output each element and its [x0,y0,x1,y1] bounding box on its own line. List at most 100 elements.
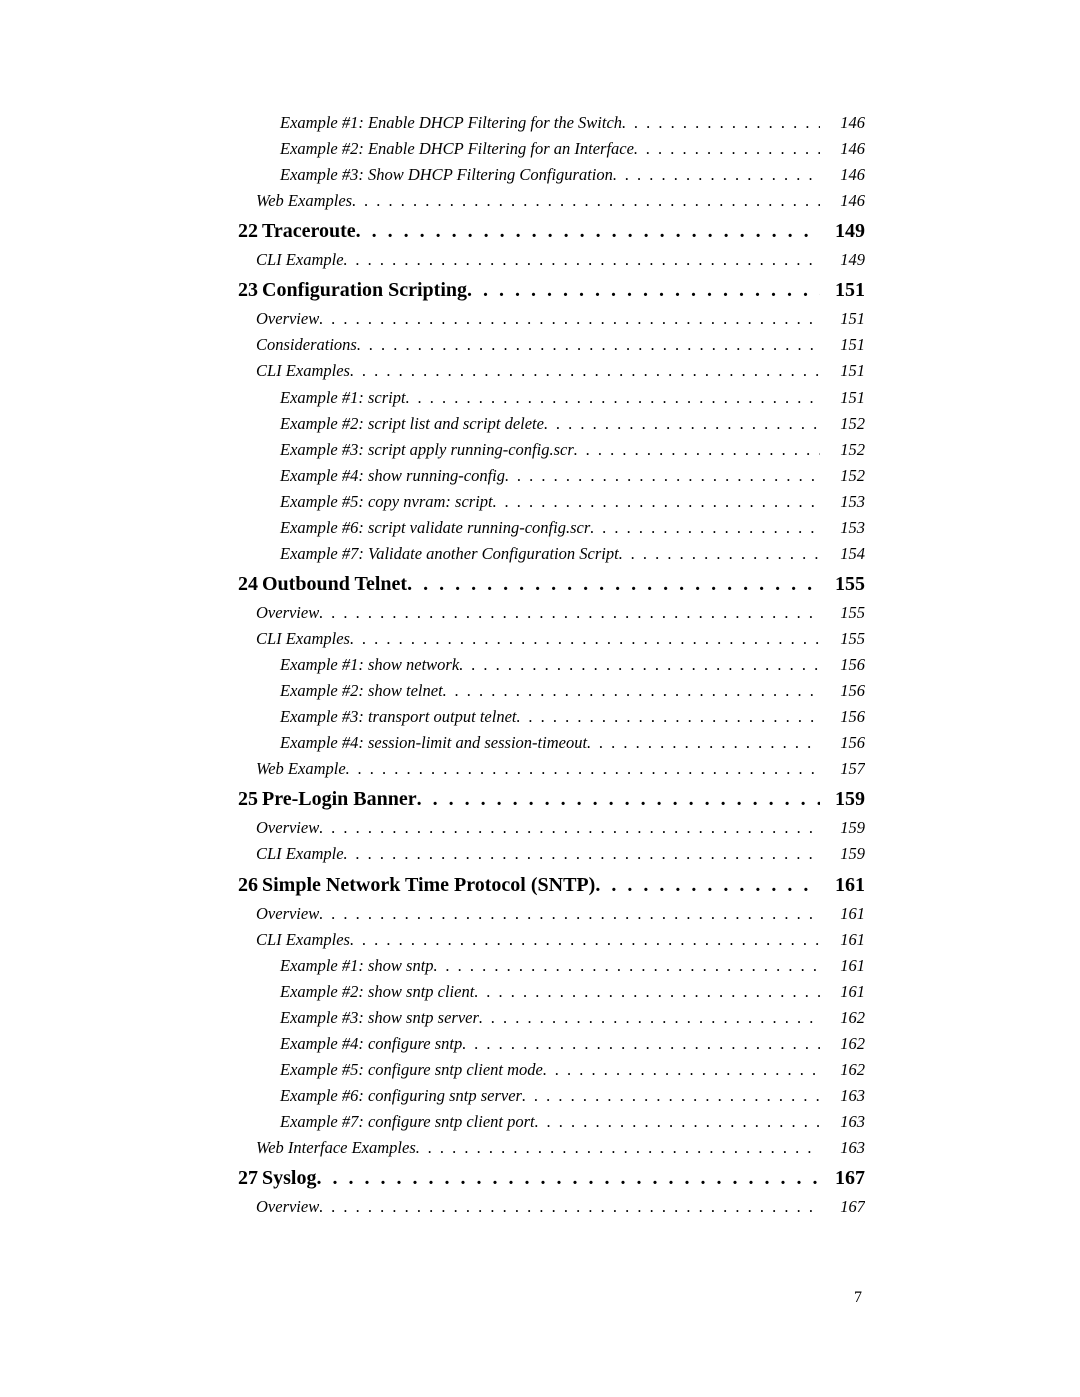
toc-entry-title: Example #3: show sntp server [280,1005,479,1031]
toc-leader-dots: . . . . . . . . . . . . . . . . . . . . … [417,788,820,811]
toc-entry[interactable]: Example #6: configuring sntp server . . … [238,1083,865,1109]
toc-entry-title: Example #2: show sntp client [280,979,474,1005]
toc-leader-dots: . . . . . . . . . . . . . . . . . . . . … [595,874,820,897]
toc-entry[interactable]: Example #3: script apply running-config.… [238,437,865,463]
toc-entry[interactable]: Overview . . . . . . . . . . . . . . . .… [238,815,865,841]
toc-entry[interactable]: Example #2: Enable DHCP Filtering for an… [238,136,865,162]
toc-entry[interactable]: Example #4: configure sntp . . . . . . .… [238,1031,865,1057]
toc-entry[interactable]: CLI Examples . . . . . . . . . . . . . .… [238,927,865,953]
toc-leader-dots: . . . . . . . . . . . . . . . . . . . . … [352,188,820,214]
toc-leader-dots: . . . . . . . . . . . . . . . . . . . . … [467,279,820,302]
toc-entry[interactable]: 24Outbound Telnet . . . . . . . . . . . … [238,573,865,596]
toc-entry[interactable]: 27Syslog . . . . . . . . . . . . . . . .… [238,1167,865,1190]
toc-entry[interactable]: 25Pre-Login Banner . . . . . . . . . . .… [238,788,865,811]
toc-entry[interactable]: Considerations . . . . . . . . . . . . .… [238,332,865,358]
toc-entry-title: Example #7: Validate another Configurati… [280,541,619,567]
toc-leader-dots: . . . . . . . . . . . . . . . . . . . . … [350,626,820,652]
toc-entry[interactable]: Overview . . . . . . . . . . . . . . . .… [238,901,865,927]
toc-leader-dots: . . . . . . . . . . . . . . . . . . . . … [344,841,820,867]
toc-entry-page: 149 [820,220,865,243]
toc-entry-page: 159 [820,815,865,841]
toc-leader-dots: . . . . . . . . . . . . . . . . . . . . … [319,600,820,626]
toc-entry-title: Example #1: Enable DHCP Filtering for th… [280,110,622,136]
toc-entry[interactable]: CLI Example . . . . . . . . . . . . . . … [238,841,865,867]
toc-entry[interactable]: Example #7: Validate another Configurati… [238,541,865,567]
toc-entry[interactable]: Example #6: script validate running-conf… [238,515,865,541]
toc-entry[interactable]: Example #7: configure sntp client port .… [238,1109,865,1135]
toc-entry[interactable]: Example #2: show sntp client . . . . . .… [238,979,865,1005]
toc-entry-title: Web Interface Examples [256,1135,416,1161]
toc-entry[interactable]: Overview . . . . . . . . . . . . . . . .… [238,600,865,626]
toc-entry[interactable]: Example #5: configure sntp client mode .… [238,1057,865,1083]
page-number: 7 [854,1289,862,1307]
toc-entry-title: Overview [256,815,319,841]
toc-leader-dots: . . . . . . . . . . . . . . . . . . . . … [319,815,820,841]
toc-entry[interactable]: CLI Examples . . . . . . . . . . . . . .… [238,358,865,384]
toc-entry[interactable]: Web Examples . . . . . . . . . . . . . .… [238,188,865,214]
toc-entry[interactable]: 23Configuration Scripting . . . . . . . … [238,279,865,302]
toc-entry[interactable]: 22Traceroute . . . . . . . . . . . . . .… [238,220,865,243]
toc-entry-title: CLI Examples [256,358,350,384]
toc-entry-title: CLI Examples [256,626,350,652]
toc-entry-page: 146 [820,136,865,162]
toc-entry[interactable]: Example #3: show sntp server . . . . . .… [238,1005,865,1031]
toc-entry-page: 155 [820,600,865,626]
toc-entry[interactable]: Example #1: show network . . . . . . . .… [238,652,865,678]
toc-entry-page: 152 [820,411,865,437]
toc-entry[interactable]: Web Interface Examples . . . . . . . . .… [238,1135,865,1161]
toc-entry-page: 159 [820,841,865,867]
toc-leader-dots: . . . . . . . . . . . . . . . . . . . . … [316,1167,820,1190]
toc-leader-dots: . . . . . . . . . . . . . . . . . . . . … [344,247,820,273]
toc-entry-title: CLI Example [256,247,344,273]
toc-entry-title: Example #1: show sntp [280,953,434,979]
toc-entry[interactable]: Web Example . . . . . . . . . . . . . . … [238,756,865,782]
toc-entry-title: Example #5: copy nvram: script [280,489,493,515]
toc-leader-dots: . . . . . . . . . . . . . . . . . . . . … [443,678,820,704]
toc-entry-title: Example #7: configure sntp client port [280,1109,535,1135]
toc-entry[interactable]: Example #1: show sntp . . . . . . . . . … [238,953,865,979]
toc-leader-dots: . . . . . . . . . . . . . . . . . . . . … [462,1031,820,1057]
toc-leader-dots: . . . . . . . . . . . . . . . . . . . . … [587,730,820,756]
toc-entry-title: Example #1: show network [280,652,459,678]
toc-entry-page: 151 [820,358,865,384]
toc-entry[interactable]: Example #5: copy nvram: script . . . . .… [238,489,865,515]
toc-entry-page: 163 [820,1109,865,1135]
toc-entry-page: 156 [820,730,865,756]
toc-entry-page: 151 [820,306,865,332]
toc-entry[interactable]: Example #2: show telnet . . . . . . . . … [238,678,865,704]
toc-entry[interactable]: 26Simple Network Time Protocol (SNTP) . … [238,874,865,897]
toc-entry[interactable]: CLI Examples . . . . . . . . . . . . . .… [238,626,865,652]
toc-leader-dots: . . . . . . . . . . . . . . . . . . . . … [319,1194,820,1220]
toc-entry[interactable]: Example #3: transport output telnet . . … [238,704,865,730]
toc-entry[interactable]: Overview . . . . . . . . . . . . . . . .… [238,1194,865,1220]
toc-chapter-number: 25 [238,788,258,811]
toc-entry[interactable]: Example #3: Show DHCP Filtering Configur… [238,162,865,188]
toc-leader-dots: . . . . . . . . . . . . . . . . . . . . … [407,573,820,596]
toc-entry[interactable]: Example #4: session-limit and session-ti… [238,730,865,756]
toc-entry[interactable]: Example #4: show running-config . . . . … [238,463,865,489]
toc-entry-page: 159 [820,788,865,811]
toc-entry-page: 167 [820,1167,865,1190]
toc-entry[interactable]: Example #1: script . . . . . . . . . . .… [238,385,865,411]
toc-entry[interactable]: Overview . . . . . . . . . . . . . . . .… [238,306,865,332]
toc-entry-page: 157 [820,756,865,782]
toc-entry-page: 156 [820,652,865,678]
toc-entry-title: Example #5: configure sntp client mode [280,1057,543,1083]
toc-entry-title: Overview [256,306,319,332]
toc-entry-title: 23Configuration Scripting [238,279,467,302]
toc-leader-dots: . . . . . . . . . . . . . . . . . . . . … [350,927,820,953]
toc-leader-dots: . . . . . . . . . . . . . . . . . . . . … [543,1057,820,1083]
toc-entry[interactable]: Example #1: Enable DHCP Filtering for th… [238,110,865,136]
toc-entry[interactable]: CLI Example . . . . . . . . . . . . . . … [238,247,865,273]
toc-chapter-number: 24 [238,573,258,596]
toc-entry-title: Example #2: show telnet [280,678,443,704]
toc-entry-page: 156 [820,704,865,730]
toc-entry-title: Example #2: Enable DHCP Filtering for an… [280,136,634,162]
toc-entry-page: 155 [820,573,865,596]
toc-leader-dots: . . . . . . . . . . . . . . . . . . . . … [522,1083,820,1109]
toc-entry-title: Considerations [256,332,357,358]
toc-chapter-number: 23 [238,279,258,302]
toc-entry[interactable]: Example #2: script list and script delet… [238,411,865,437]
toc-leader-dots: . . . . . . . . . . . . . . . . . . . . … [574,437,820,463]
toc-entry-title: 25Pre-Login Banner [238,788,417,811]
